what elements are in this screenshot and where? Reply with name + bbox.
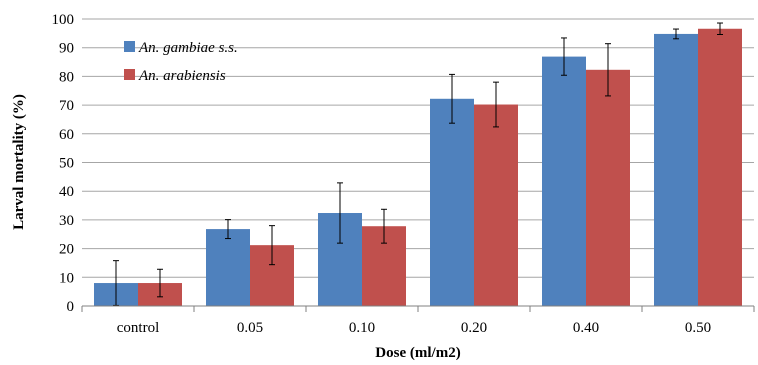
legend-label: An. gambiae s.s. — [138, 40, 238, 56]
bars — [94, 28, 742, 307]
legend: An. gambiae s.s. An. arabiensis — [124, 40, 238, 84]
bar — [542, 56, 586, 306]
y-axis-title: Larval mortality (%) — [11, 94, 27, 230]
bar — [586, 69, 630, 306]
y-tick-label: 30 — [59, 213, 74, 229]
x-tick-label: 0.50 — [685, 320, 711, 336]
x-tick-label: control — [117, 320, 160, 336]
bar — [654, 33, 698, 306]
y-tick-label: 0 — [67, 299, 75, 315]
y-tick-labels: 0 10 20 30 40 50 60 70 80 90 100 — [52, 12, 75, 315]
gridlines — [82, 18, 754, 278]
y-tick-label: 10 — [59, 270, 74, 286]
legend-swatch — [124, 69, 135, 80]
x-tick-label: 0.10 — [349, 320, 375, 336]
legend-label: An. arabiensis — [138, 68, 226, 84]
y-tick-label: 80 — [59, 69, 74, 85]
y-tick-label: 50 — [59, 156, 74, 172]
y-tick-label: 60 — [59, 127, 74, 143]
error-bars — [113, 22, 723, 306]
x-tick-label: 0.20 — [461, 320, 487, 336]
bar — [698, 28, 742, 307]
y-tick-label: 90 — [59, 41, 74, 57]
x-tick-labels: control 0.05 0.10 0.20 0.40 0.50 — [117, 320, 711, 336]
x-tick-label: 0.40 — [573, 320, 599, 336]
x-axis — [81, 305, 755, 312]
x-tick-label: 0.05 — [237, 320, 263, 336]
x-axis-title: Dose (ml/m2) — [375, 345, 460, 361]
y-tick-label: 70 — [59, 98, 74, 114]
bar — [430, 98, 474, 306]
y-tick-label: 100 — [52, 12, 75, 28]
y-tick-label: 20 — [59, 242, 74, 258]
legend-swatch — [124, 41, 135, 52]
bar — [206, 229, 250, 306]
y-tick-label: 40 — [59, 184, 74, 200]
bar — [474, 104, 518, 306]
